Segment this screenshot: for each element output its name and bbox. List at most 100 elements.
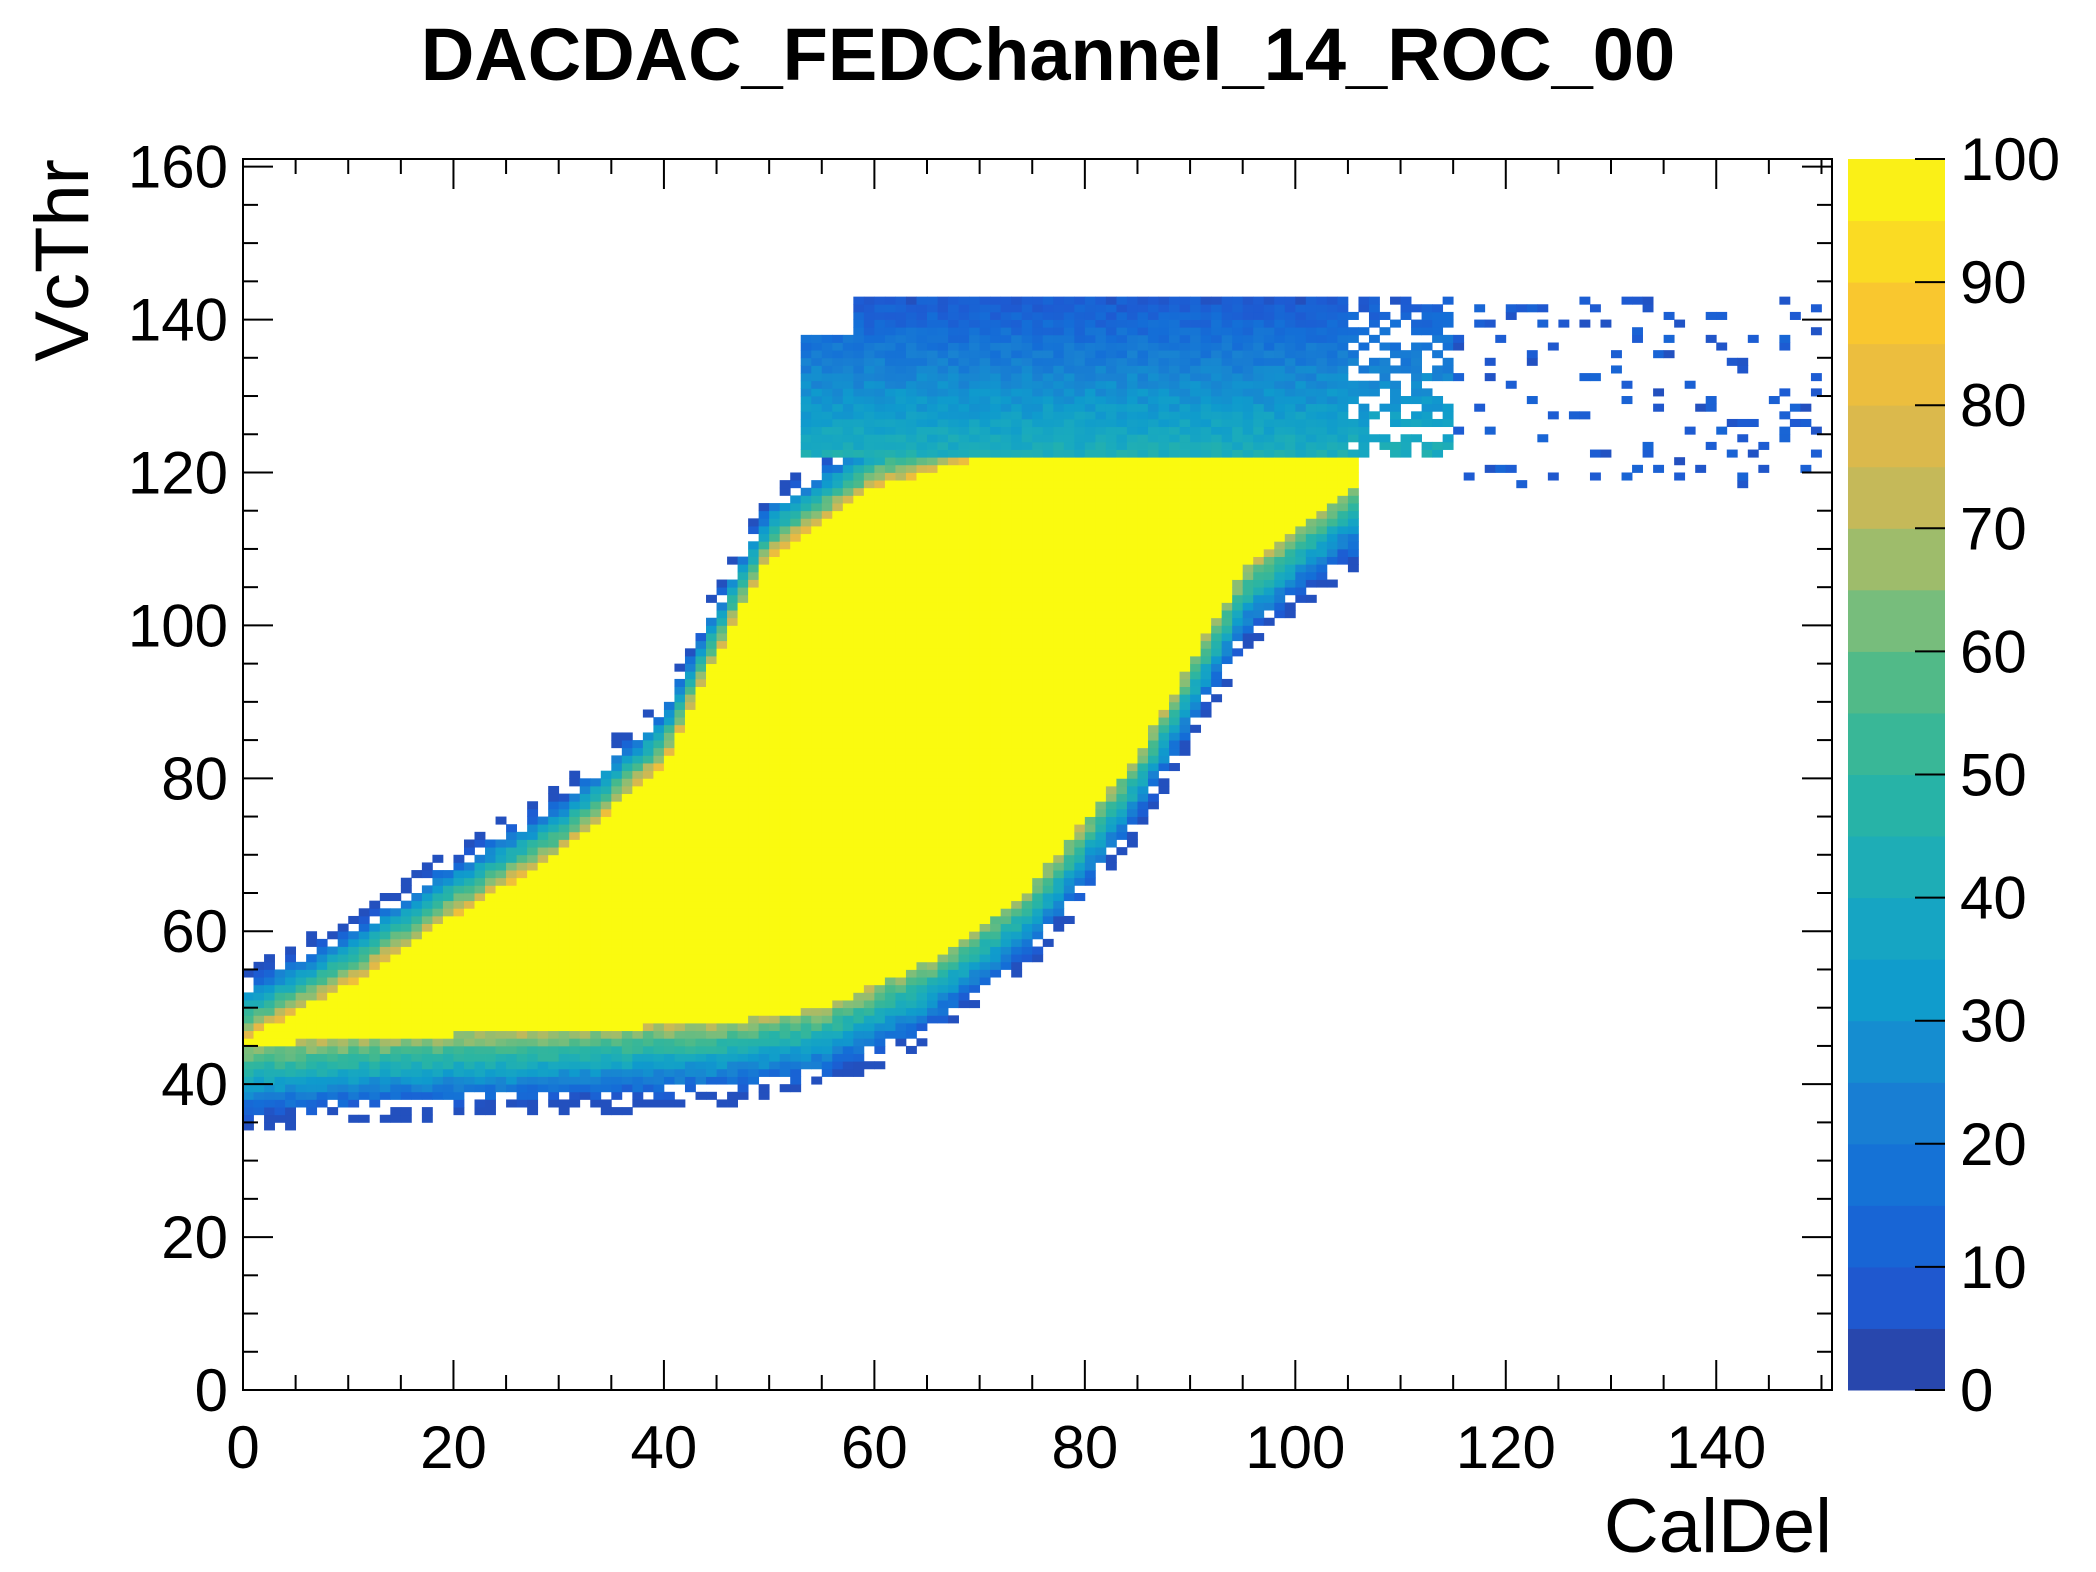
heatmap-cell [958, 457, 970, 466]
heatmap-cell [1032, 334, 1044, 343]
heatmap-cell [421, 977, 433, 986]
heatmap-cell [958, 365, 970, 374]
heatmap-cell [916, 900, 928, 909]
heatmap-cell [737, 816, 749, 825]
heatmap-cell [853, 579, 865, 588]
heatmap-cell [558, 1007, 570, 1016]
heatmap-cell [874, 411, 886, 420]
heatmap-cell [1000, 862, 1012, 871]
heatmap-cell [506, 1038, 517, 1047]
heatmap-cell [1063, 824, 1075, 833]
heatmap-cell [779, 648, 791, 657]
heatmap-cell [727, 579, 738, 588]
heatmap-cell [1095, 770, 1107, 779]
heatmap-cell [779, 503, 791, 512]
heatmap-cell [863, 1022, 875, 1032]
heatmap-cell [800, 946, 812, 955]
heatmap-cell [758, 571, 770, 580]
heatmap-cell [874, 1061, 886, 1070]
heatmap-cell [442, 1061, 454, 1070]
heatmap-cell [821, 900, 833, 909]
heatmap-cell [916, 510, 928, 519]
heatmap-cell [684, 678, 696, 687]
heatmap-cell [653, 801, 665, 810]
heatmap-cell [243, 1091, 254, 1100]
heatmap-cell [1000, 824, 1012, 833]
heatmap-cell [1084, 724, 1096, 733]
heatmap-cell [895, 931, 907, 940]
heatmap-cell [958, 954, 970, 963]
heatmap-cell [474, 969, 486, 978]
heatmap-cell [1011, 526, 1023, 535]
heatmap-cell [400, 931, 412, 940]
heatmap-cell [800, 510, 812, 519]
heatmap-cell [558, 854, 570, 863]
heatmap-cell [948, 296, 959, 305]
heatmap-cell [863, 816, 875, 825]
heatmap-cell [937, 946, 949, 955]
heatmap-cell [874, 350, 886, 359]
heatmap-cell [905, 510, 917, 519]
heatmap-cell [421, 992, 433, 1001]
heatmap-cell [769, 610, 781, 619]
heatmap-cell [884, 1007, 896, 1016]
heatmap-cell [642, 755, 654, 764]
heatmap-cell [790, 847, 802, 856]
heatmap-cell [853, 801, 865, 810]
heatmap-cell [579, 831, 591, 840]
heatmap-cell [716, 1000, 728, 1009]
heatmap-cell [527, 1099, 539, 1108]
heatmap-cell [706, 747, 717, 756]
heatmap-cell [348, 1084, 360, 1093]
heatmap-cell [611, 915, 623, 924]
heatmap-cell [821, 625, 833, 634]
heatmap-cell [590, 954, 602, 963]
heatmap-cell [916, 564, 928, 573]
heatmap-cell [695, 732, 707, 741]
heatmap-cell [474, 839, 486, 848]
heatmap-cell [737, 1007, 749, 1016]
heatmap-cell [979, 296, 991, 305]
heatmap-cell [663, 808, 675, 817]
heatmap-cell [1053, 816, 1065, 825]
heatmap-cell [579, 1076, 591, 1085]
heatmap-cell [495, 1030, 507, 1039]
heatmap-cell [243, 1022, 254, 1032]
heatmap-cell [811, 969, 823, 978]
heatmap-cell [842, 342, 854, 351]
heatmap-cell [790, 548, 802, 557]
heatmap-cell [558, 1030, 570, 1039]
heatmap-cell [527, 862, 539, 871]
heatmap-cell [874, 304, 886, 313]
heatmap-cell [969, 418, 981, 428]
heatmap-cell [874, 441, 886, 450]
heatmap-cell [474, 1007, 486, 1016]
heatmap-cell [737, 747, 749, 756]
heatmap-cell [537, 969, 549, 978]
heatmap-cell [948, 510, 959, 519]
heatmap-cell [790, 709, 802, 718]
heatmap-cell [537, 954, 549, 963]
heatmap-cell [621, 1015, 633, 1024]
heatmap-cell [842, 633, 854, 642]
heatmap-cell [558, 847, 570, 856]
heatmap-cell [832, 334, 844, 343]
heatmap-cell [1126, 816, 1138, 825]
heatmap-cell [853, 334, 865, 343]
heatmap-cell [937, 380, 949, 389]
heatmap-cell [979, 541, 991, 550]
heatmap-cell [1063, 709, 1075, 718]
heatmap-cell [653, 954, 665, 963]
heatmap-cell [442, 969, 454, 978]
heatmap-cell [400, 969, 412, 978]
heatmap-cell [863, 342, 875, 351]
heatmap-cell [1063, 327, 1075, 336]
heatmap-cell [948, 854, 959, 863]
heatmap-cell [842, 449, 854, 458]
heatmap-cell [779, 778, 791, 787]
heatmap-cell [821, 785, 833, 795]
heatmap-cell [863, 602, 875, 611]
heatmap-cell [474, 870, 486, 879]
heatmap-cell [1011, 717, 1023, 726]
heatmap-cell [927, 992, 938, 1001]
